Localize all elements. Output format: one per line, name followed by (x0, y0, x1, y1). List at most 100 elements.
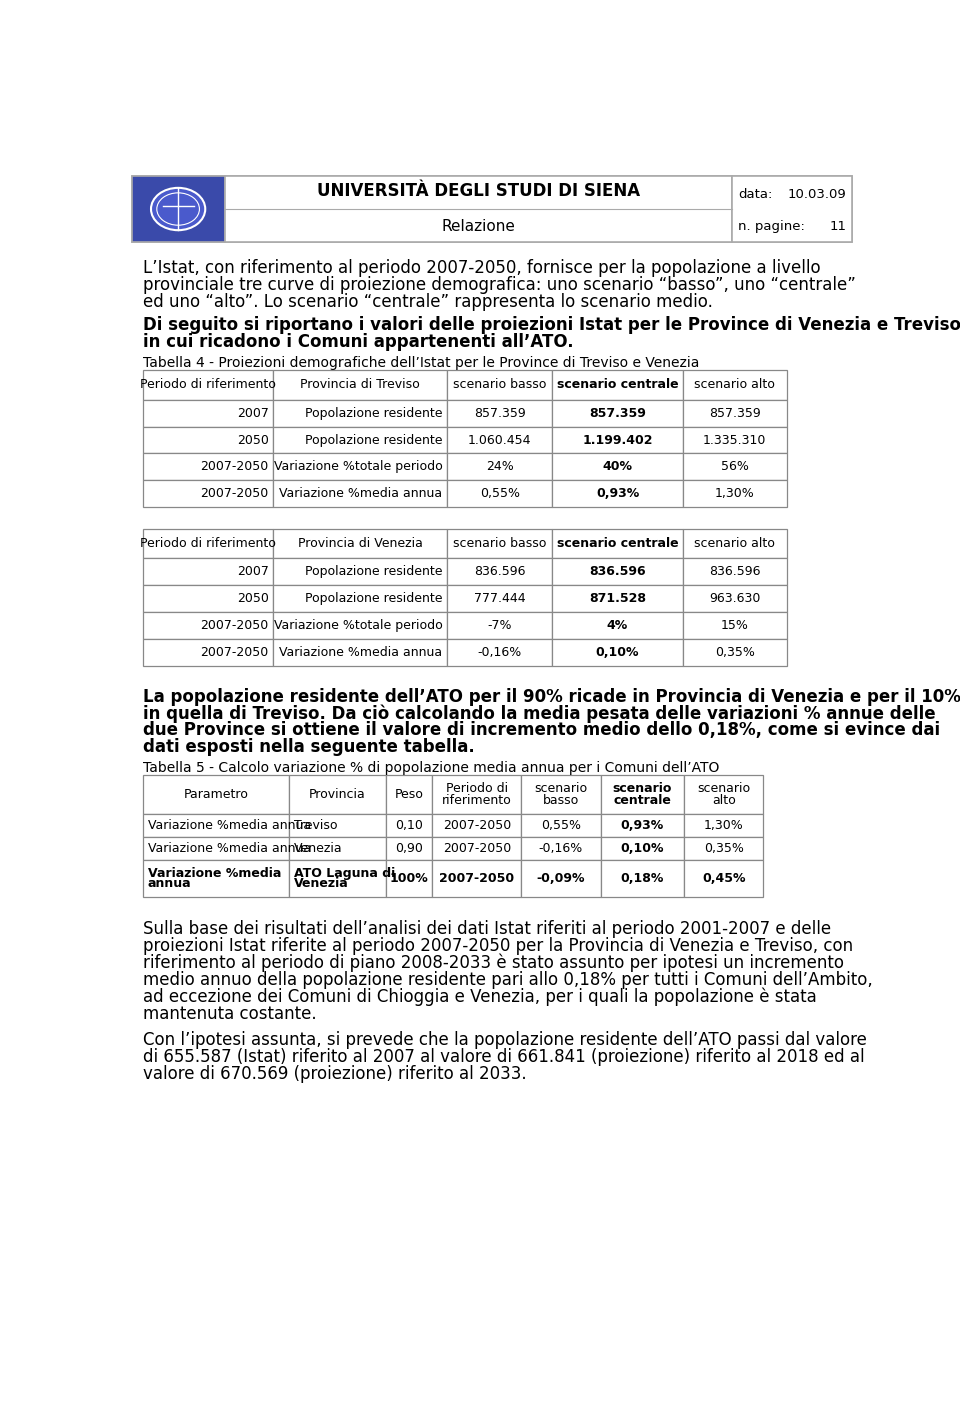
Bar (521, 813, 601, 837)
Text: 24%: 24% (486, 461, 514, 473)
Bar (683, 639, 786, 666)
Text: Sulla base dei risultati dell’analisi dei dati Istat riferiti al periodo 2001-20: Sulla base dei risultati dell’analisi de… (143, 920, 831, 939)
Bar (684, 813, 763, 837)
Text: 2007-2050: 2007-2050 (201, 488, 269, 500)
Text: scenario centrale: scenario centrale (557, 378, 679, 392)
Text: Periodo di riferimento: Periodo di riferimento (140, 537, 276, 551)
Text: 777.444: 777.444 (474, 592, 525, 606)
Text: Variazione %totale periodo: Variazione %totale periodo (274, 620, 443, 632)
Text: Popolazione residente: Popolazione residente (305, 592, 443, 606)
Text: scenario basso: scenario basso (453, 537, 546, 551)
Text: 0,10%: 0,10% (620, 842, 664, 856)
Text: L’Istat, con riferimento al periodo 2007-2050, fornisce per la popolazione a liv: L’Istat, con riferimento al periodo 2007… (143, 260, 821, 277)
Text: UNIVERSITÀ DEGLI STUDI DI SIENA: UNIVERSITÀ DEGLI STUDI DI SIENA (317, 183, 640, 200)
Text: Variazione %media annua: Variazione %media annua (148, 842, 311, 856)
Bar (683, 371, 786, 399)
Text: Di seguito si riportano i valori delle proiezioni Istat per le Province di Venez: Di seguito si riportano i valori delle p… (143, 316, 960, 334)
Text: Provincia: Provincia (309, 788, 366, 801)
Text: 2007: 2007 (237, 406, 269, 420)
Bar (432, 837, 521, 860)
Text: proiezioni Istat riferite al periodo 2007-2050 per la Provincia di Venezia e Tre: proiezioni Istat riferite al periodo 200… (143, 937, 853, 955)
Bar (143, 813, 289, 837)
Bar (447, 528, 552, 558)
Ellipse shape (151, 188, 205, 230)
Text: centrale: centrale (613, 794, 671, 806)
Text: Provincia di Treviso: Provincia di Treviso (300, 378, 420, 392)
Text: basso: basso (542, 794, 579, 806)
Text: provinciale tre curve di proiezione demografica: uno scenario “basso”, uno “cent: provinciale tre curve di proiezione demo… (143, 277, 856, 295)
Text: 857.359: 857.359 (589, 406, 646, 420)
Bar (601, 776, 684, 813)
Text: 1.335.310: 1.335.310 (703, 434, 766, 447)
Bar (552, 427, 683, 454)
Text: Variazione %media annua: Variazione %media annua (279, 488, 443, 500)
Text: 0,93%: 0,93% (621, 819, 664, 832)
Text: 0,45%: 0,45% (702, 873, 746, 885)
Bar (274, 584, 447, 613)
Text: 0,10%: 0,10% (596, 646, 639, 659)
Bar (432, 860, 521, 896)
Bar (289, 860, 386, 896)
Bar (143, 454, 274, 481)
Bar (552, 454, 683, 481)
Bar (143, 399, 274, 427)
Bar (132, 176, 852, 242)
Text: 0,55%: 0,55% (541, 819, 581, 832)
Text: 857.359: 857.359 (708, 406, 760, 420)
Bar (552, 399, 683, 427)
Bar (683, 558, 786, 584)
Bar (552, 584, 683, 613)
Text: scenario alto: scenario alto (694, 378, 775, 392)
Text: 2007-2050: 2007-2050 (440, 873, 515, 885)
Text: annua: annua (148, 878, 192, 891)
Text: Popolazione residente: Popolazione residente (305, 406, 443, 420)
Text: medio annuo della popolazione residente pari allo 0,18% per tutti i Comuni dell’: medio annuo della popolazione residente … (143, 971, 873, 989)
Bar (552, 528, 683, 558)
Bar (386, 837, 432, 860)
Text: ATO Laguna di: ATO Laguna di (294, 867, 395, 880)
Bar (289, 776, 386, 813)
Text: Popolazione residente: Popolazione residente (305, 434, 443, 447)
Bar (601, 860, 684, 896)
Bar (684, 860, 763, 896)
Bar (289, 837, 386, 860)
Text: Relazione: Relazione (442, 219, 516, 235)
Text: 836.596: 836.596 (708, 565, 760, 579)
Text: due Province si ottiene il valore di incremento medio dello 0,18%, come si evinc: due Province si ottiene il valore di inc… (143, 721, 941, 739)
Bar (143, 613, 274, 639)
Text: ed uno “alto”. Lo scenario “centrale” rappresenta lo scenario medio.: ed uno “alto”. Lo scenario “centrale” ra… (143, 294, 713, 312)
Text: 0,10: 0,10 (396, 819, 423, 832)
Text: 0,18%: 0,18% (621, 873, 664, 885)
Bar (601, 813, 684, 837)
Bar (683, 528, 786, 558)
Text: Tabella 5 - Calcolo variazione % di popolazione media annua per i Comuni dell’AT: Tabella 5 - Calcolo variazione % di popo… (143, 762, 720, 776)
Text: data:: data: (738, 188, 773, 201)
Bar (143, 860, 289, 896)
Bar (274, 454, 447, 481)
Bar (683, 584, 786, 613)
Bar (274, 427, 447, 454)
Bar (143, 371, 274, 399)
Text: Variazione %media annua: Variazione %media annua (148, 819, 311, 832)
Text: Parametro: Parametro (183, 788, 249, 801)
Text: 2050: 2050 (237, 434, 269, 447)
Text: 2007-2050: 2007-2050 (201, 646, 269, 659)
Text: 2007-2050: 2007-2050 (201, 620, 269, 632)
Text: 1,30%: 1,30% (714, 488, 755, 500)
Text: di 655.587 (Istat) riferito al 2007 al valore di 661.841 (proiezione) riferito a: di 655.587 (Istat) riferito al 2007 al v… (143, 1048, 865, 1066)
Bar (447, 454, 552, 481)
Bar (143, 837, 289, 860)
Text: Tabella 4 - Proiezioni demografiche dell’Istat per le Province di Treviso e Vene: Tabella 4 - Proiezioni demografiche dell… (143, 357, 700, 371)
Text: 2007-2050: 2007-2050 (443, 819, 511, 832)
Bar (289, 813, 386, 837)
Bar (552, 481, 683, 507)
Bar (552, 639, 683, 666)
Bar (274, 558, 447, 584)
Text: scenario basso: scenario basso (453, 378, 546, 392)
Text: Variazione %media: Variazione %media (148, 867, 281, 880)
Bar (684, 837, 763, 860)
Text: 836.596: 836.596 (474, 565, 525, 579)
Bar (143, 558, 274, 584)
Text: 857.359: 857.359 (474, 406, 526, 420)
Bar (143, 584, 274, 613)
